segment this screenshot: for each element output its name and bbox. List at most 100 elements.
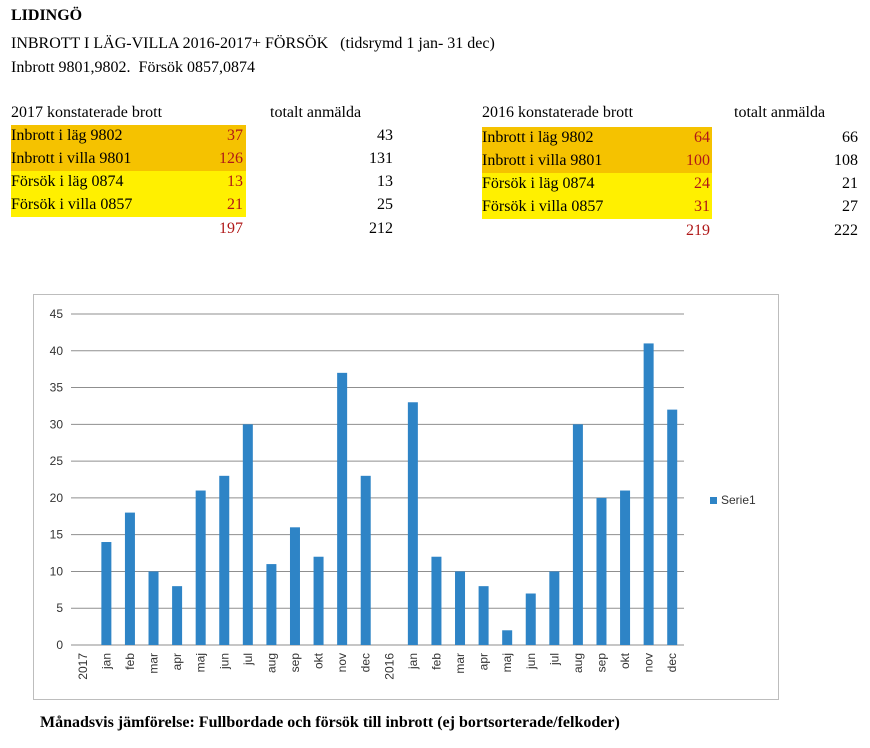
y-tick-label: 30 [50,417,64,431]
chart-bar [219,475,230,645]
y-tick-label: 5 [56,601,63,615]
monthly-bar-chart: 0 5 10 15 20 25 30 35 40 45 2017 jan feb mar apr maj jun… [33,294,779,700]
chart-bar [643,343,654,645]
x-tick-label: apr [477,653,491,670]
table-2017: 2017 konstaterade brott totalt anmälda I… [11,104,396,244]
sum-total: 222 [834,222,858,239]
row-total: 25 [377,196,393,213]
chart-bar [407,402,418,645]
row-total: 66 [842,129,858,146]
x-tick-label: jul [547,653,561,666]
chart-bar [313,556,324,645]
x-tick-label: mar [147,653,161,674]
row-value: 24 [694,175,710,192]
x-tick-label: 2017 [76,653,90,680]
row-value: 21 [227,196,243,213]
row-total: 13 [377,173,393,190]
table-row: Försök i läg 0874 13 13 [11,171,396,194]
row-label: Försök i villa 0857 [11,196,133,213]
x-tick-label: 2016 [382,653,396,680]
row-total: 43 [377,127,393,144]
row-total: 131 [369,150,393,167]
x-tick-label: maj [194,653,208,672]
chart-bar [148,571,159,645]
x-tick-label: nov [335,653,349,672]
row-value: 31 [694,198,710,215]
table-sum-row: 219 222 [482,220,858,243]
row-value: 37 [227,127,243,144]
sum-value: 219 [686,222,710,239]
table-2016: 2016 konstaterade brott totalt anmälda I… [482,104,858,244]
chart-bar [620,490,631,645]
y-tick-label: 45 [50,307,64,321]
table-row: Inbrott i villa 9801 100 108 [482,150,858,173]
row-label: Inbrott i villa 9801 [482,152,603,169]
chart-bar [289,527,300,645]
y-tick-label: 15 [50,528,64,542]
table-row: Inbrott i läg 9802 64 66 [482,127,858,150]
row-label: Försök i läg 0874 [11,173,124,190]
chart-bar [172,586,183,645]
chart-bar [337,372,348,645]
x-tick-label: sep [594,653,608,673]
legend-label: Serie1 [721,493,756,507]
chart-bar [124,512,135,645]
table-2016-heading: 2016 konstaterade brott [482,104,634,121]
x-tick-label: jun [524,653,538,670]
chart-bar [101,542,112,645]
x-tick-label: feb [429,653,443,670]
table-row: Inbrott i villa 9801 126 131 [11,148,396,171]
table-2016-total-heading: totalt anmälda [734,104,826,121]
page-title: LIDINGÖ [11,7,83,24]
row-total: 27 [842,198,858,215]
x-tick-label: okt [312,652,326,669]
x-tick-label: jan [406,653,420,670]
x-tick-label: sep [288,653,302,673]
table-row: Försök i villa 0857 31 27 [482,196,858,219]
y-tick-label: 25 [50,454,64,468]
x-tick-label: mar [453,653,467,674]
sum-value: 197 [219,220,243,237]
x-tick-label: aug [264,653,278,673]
chart-bar [572,424,583,645]
x-tick-label: aug [571,653,585,673]
chart-bar [502,630,513,645]
chart-bar [455,571,466,645]
row-value: 64 [694,129,710,146]
y-tick-label: 20 [50,491,64,505]
chart-bar [478,586,489,645]
subtitle-text: INBROTT I LÄG-VILLA 2016-2017+ FÖRSÖK [11,35,329,52]
chart-bar [667,409,678,645]
crime-codes: Inbrott 9801,9802. Försök 0857,0874 [11,59,255,76]
x-tick-label: jun [217,653,231,670]
row-label: Inbrott i läg 9802 [11,127,123,144]
sum-total: 212 [369,220,393,237]
table-2017-heading: 2017 konstaterade brott [11,104,163,121]
x-tick-label: jan [99,653,113,670]
row-label: Försök i läg 0874 [482,175,595,192]
y-tick-label: 40 [50,344,64,358]
row-label: Inbrott i läg 9802 [482,129,594,146]
row-total: 21 [842,175,858,192]
table-row: Försök i läg 0874 24 21 [482,173,858,196]
row-value: 126 [219,150,243,167]
y-tick-label: 10 [50,564,64,578]
legend-swatch [710,497,717,505]
row-value: 13 [227,173,243,190]
x-tick-label: feb [123,653,137,670]
table-sum-row: 197 212 [11,218,396,241]
row-total: 108 [834,152,858,169]
row-label: Försök i villa 0857 [482,198,604,215]
chart-legend: Serie1 [710,493,756,507]
x-tick-label: dec [665,653,679,672]
chart-bar [431,556,442,645]
x-tick-label: maj [500,653,514,672]
chart-bar [266,564,277,645]
chart-bar [195,490,206,645]
table-row: Inbrott i läg 9802 37 43 [11,125,396,148]
chart-bar [596,497,607,645]
x-tick-label: okt [618,652,632,669]
x-tick-label: apr [170,653,184,670]
chart-bar [242,424,253,645]
